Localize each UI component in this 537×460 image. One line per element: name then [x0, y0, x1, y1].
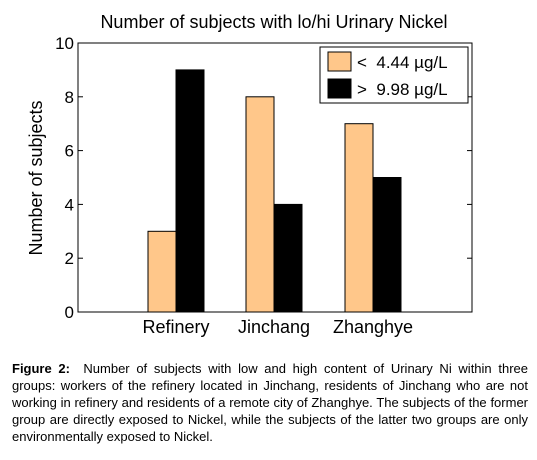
- legend-swatch-low: [327, 51, 352, 72]
- x-tick-label-refinery: Refinery: [142, 317, 209, 337]
- y-tick-label-2: 2: [65, 249, 74, 268]
- y-tick-label-6: 6: [65, 142, 74, 161]
- caption-label: Figure 2:: [12, 361, 70, 376]
- bar-refinery-series-2: [175, 69, 205, 313]
- legend-label-low: < 4.44 µg/L: [357, 53, 448, 72]
- y-tick-label-0: 0: [65, 303, 74, 322]
- x-tick-label-jinchang: Jinchang: [238, 317, 310, 337]
- x-axis-ticks: Refinery Jinchang Zhanghye: [142, 317, 413, 337]
- figure-caption: Figure 2: Number of subjects with low an…: [12, 360, 528, 445]
- bars-layer: [147, 69, 402, 313]
- bar-zhanghye-series-2: [372, 177, 402, 313]
- x-tick-label-zhanghye: Zhanghye: [333, 317, 413, 337]
- legend: < 4.44 µg/L > 9.98 µg/L: [319, 46, 469, 104]
- bar-jinchang-series-1: [245, 96, 275, 313]
- y-tick-label-10: 10: [55, 34, 74, 53]
- y-tick-label-8: 8: [65, 88, 74, 107]
- legend-label-high: > 9.98 µg/L: [357, 80, 448, 99]
- bar-chart: Number of subjects with lo/hi Urinary Ni…: [26, 12, 473, 337]
- y-tick-label-4: 4: [65, 195, 74, 214]
- caption-text: Number of subjects with low and high con…: [12, 361, 528, 444]
- bar-jinchang-series-2: [273, 203, 303, 313]
- y-axis-label: Number of subjects: [26, 100, 46, 255]
- bar-refinery-series-1: [147, 230, 177, 313]
- bar-zhanghye-series-1: [344, 123, 374, 313]
- chart-title: Number of subjects with lo/hi Urinary Ni…: [100, 12, 447, 32]
- legend-swatch-high: [327, 78, 352, 99]
- plot-frame: [77, 42, 473, 313]
